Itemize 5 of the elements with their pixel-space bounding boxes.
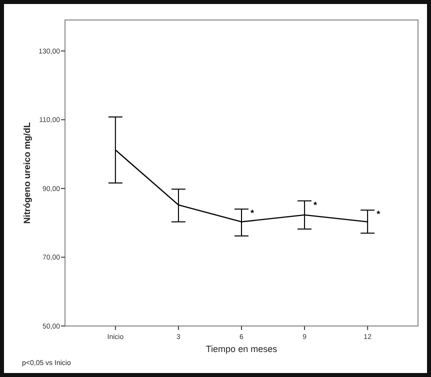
- annotation: *: [250, 208, 254, 218]
- y-axis-title: Nitrógeno ureico mg/dL: [22, 122, 32, 224]
- annotation: *: [314, 200, 318, 210]
- annotation: *: [376, 209, 381, 220]
- x-axis-title: Tiempo en meses: [206, 344, 278, 354]
